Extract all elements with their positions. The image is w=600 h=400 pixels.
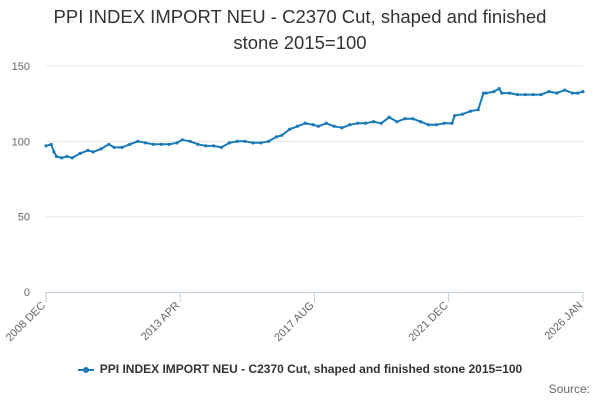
data-point[interactable]	[288, 127, 292, 131]
legend-label: PPI INDEX IMPORT NEU - C2370 Cut, shaped…	[99, 362, 523, 376]
data-point[interactable]	[52, 150, 56, 154]
data-point[interactable]	[295, 124, 300, 128]
data-point[interactable]	[60, 156, 64, 160]
data-point[interactable]	[70, 156, 74, 160]
data-point[interactable]	[274, 135, 279, 139]
data-point[interactable]	[547, 90, 551, 94]
x-tick-label: 2026 JAN	[542, 300, 585, 343]
data-point[interactable]	[418, 120, 423, 124]
data-point[interactable]	[280, 133, 284, 137]
data-point[interactable]	[387, 115, 391, 119]
data-point[interactable]	[175, 141, 179, 145]
data-point[interactable]	[379, 121, 383, 125]
x-tick-label: 2017 AUG	[272, 300, 316, 344]
data-point[interactable]	[311, 123, 315, 127]
data-point[interactable]	[563, 88, 567, 92]
data-point[interactable]	[442, 121, 446, 125]
y-tick-label: 0	[24, 287, 30, 299]
data-point[interactable]	[492, 90, 496, 94]
data-point[interactable]	[196, 142, 200, 146]
data-point[interactable]	[86, 148, 90, 152]
data-point[interactable]	[324, 121, 328, 125]
data-point[interactable]	[411, 117, 415, 121]
data-point[interactable]	[259, 141, 263, 145]
data-point[interactable]	[267, 139, 271, 143]
data-point[interactable]	[167, 142, 171, 146]
data-point[interactable]	[508, 91, 512, 95]
data-point[interactable]	[49, 142, 53, 146]
data-point[interactable]	[371, 120, 376, 124]
data-point[interactable]	[356, 121, 360, 125]
data-point[interactable]	[120, 145, 124, 149]
x-tick-label: 2021 DEC	[406, 300, 450, 344]
data-point[interactable]	[65, 154, 69, 158]
data-point[interactable]	[434, 123, 438, 127]
data-point[interactable]	[44, 144, 48, 148]
legend-swatch-icon	[77, 366, 94, 373]
data-point[interactable]	[468, 109, 472, 113]
data-point[interactable]	[91, 150, 95, 154]
data-point[interactable]	[143, 141, 148, 145]
data-point[interactable]	[212, 144, 216, 148]
data-point[interactable]	[112, 145, 116, 149]
gridlines	[46, 65, 583, 218]
data-point[interactable]	[243, 139, 247, 143]
data-point[interactable]	[476, 108, 480, 112]
data-point[interactable]	[151, 142, 155, 146]
data-point[interactable]	[235, 139, 239, 143]
series-line	[45, 87, 584, 159]
x-tick-label: 2013 APR	[139, 300, 183, 344]
source-label: Source:	[548, 382, 590, 396]
data-point[interactable]	[136, 139, 140, 143]
data-point[interactable]	[54, 154, 59, 158]
data-point[interactable]	[188, 139, 192, 143]
x-axis-ticks: 2008 DEC 2013 APR 2017 AUG 2021 DEC 2026 JAN	[4, 292, 585, 344]
data-point[interactable]	[403, 117, 407, 121]
data-point[interactable]	[523, 93, 527, 97]
data-point[interactable]	[204, 144, 208, 148]
data-point[interactable]	[570, 91, 575, 95]
y-tick-label: 150	[12, 61, 30, 73]
data-point[interactable]	[128, 142, 132, 146]
data-point[interactable]	[581, 90, 585, 94]
data-point[interactable]	[180, 138, 184, 142]
data-point[interactable]	[227, 141, 231, 145]
data-point[interactable]	[159, 142, 163, 146]
x-tick-label: 2008 DEC	[4, 300, 48, 344]
y-axis: 0 50 100 150	[12, 61, 30, 299]
data-point[interactable]	[340, 126, 344, 130]
data-point[interactable]	[426, 123, 431, 127]
series-group	[44, 87, 585, 160]
data-point[interactable]	[99, 147, 103, 151]
data-point[interactable]	[348, 123, 352, 127]
data-point[interactable]	[539, 93, 543, 97]
data-point[interactable]	[251, 141, 255, 145]
chart-title: PPI INDEX IMPORT NEU - C2370 Cut, shaped…	[53, 6, 547, 53]
data-point[interactable]	[555, 91, 559, 95]
legend[interactable]: PPI INDEX IMPORT NEU - C2370 Cut, shaped…	[0, 362, 600, 376]
data-point[interactable]	[497, 87, 501, 91]
data-point[interactable]	[531, 93, 535, 97]
data-point[interactable]	[332, 124, 336, 128]
data-point[interactable]	[500, 91, 504, 95]
data-point[interactable]	[316, 124, 321, 128]
data-point[interactable]	[453, 114, 457, 118]
data-point[interactable]	[515, 93, 520, 97]
data-point[interactable]	[450, 121, 454, 125]
data-point[interactable]	[395, 120, 399, 124]
y-tick-label: 50	[18, 212, 30, 224]
y-tick-label: 100	[12, 136, 30, 148]
data-point[interactable]	[363, 121, 368, 125]
data-point[interactable]	[107, 142, 111, 146]
data-point[interactable]	[78, 151, 82, 155]
data-point[interactable]	[219, 145, 224, 149]
data-point[interactable]	[484, 91, 488, 95]
data-point[interactable]	[303, 121, 307, 125]
data-point[interactable]	[481, 91, 486, 95]
data-point[interactable]	[460, 112, 465, 116]
data-point[interactable]	[576, 91, 580, 95]
